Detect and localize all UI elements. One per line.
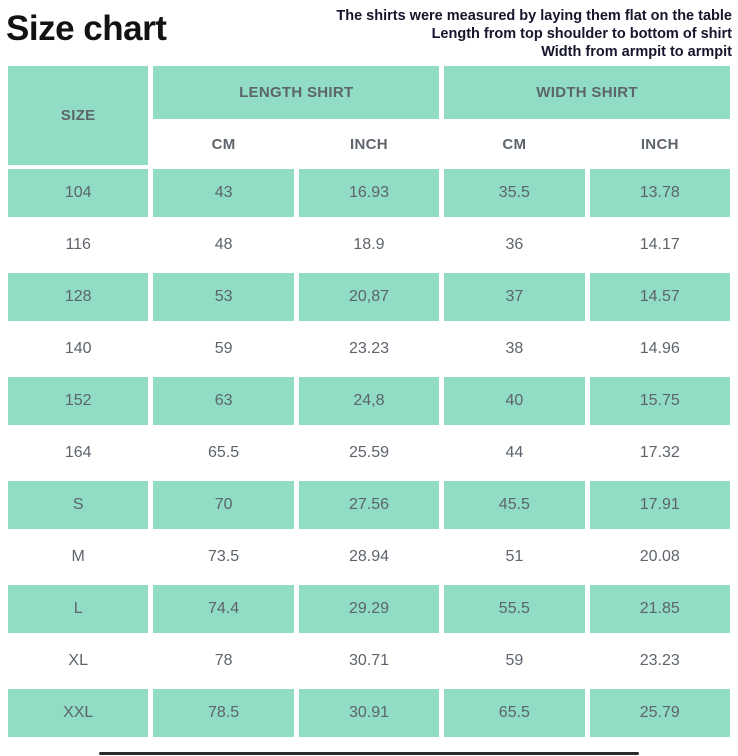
cell-length-inch: 16.93 — [298, 169, 440, 217]
table-row: M 73.5 28.94 51 20.08 — [8, 533, 730, 581]
cell-width-cm: 45.5 — [444, 481, 585, 529]
cell-size: XXL — [8, 689, 149, 737]
unit-header-width-inch: INCH — [589, 123, 730, 165]
cell-size: S — [8, 481, 149, 529]
col-group-length-shirt: LENGTH SHIRT — [153, 66, 440, 119]
cell-size: 116 — [8, 221, 149, 269]
cell-width-inch: 20.08 — [589, 533, 730, 581]
measurement-note-line-3: Width from armpit to armpit — [541, 44, 732, 60]
cell-width-cm: 38 — [444, 325, 585, 373]
cell-width-cm: 65.5 — [444, 689, 585, 737]
measurement-note-line-1: The shirts were measured by laying them … — [336, 8, 732, 24]
table-row: 116 48 18.9 36 14.17 — [8, 221, 730, 269]
cell-size: L — [8, 585, 149, 633]
cell-width-inch: 14.96 — [589, 325, 730, 373]
unit-header-length-cm: CM — [153, 123, 294, 165]
cell-length-cm: 59 — [153, 325, 294, 373]
cell-width-inch: 17.91 — [589, 481, 730, 529]
table-row: 140 59 23.23 38 14.96 — [8, 325, 730, 373]
cell-length-cm: 78.5 — [153, 689, 294, 737]
cell-length-cm: 73.5 — [153, 533, 294, 581]
page-header: Size chart The shirts were measured by l… — [0, 0, 738, 62]
bottom-divider — [99, 752, 639, 755]
col-header-size: SIZE — [8, 66, 149, 165]
cell-width-cm: 55.5 — [444, 585, 585, 633]
cell-size: 128 — [8, 273, 149, 321]
table-row: XL 78 30.71 59 23.23 — [8, 637, 730, 685]
cell-length-cm: 70 — [153, 481, 294, 529]
cell-length-inch: 30.71 — [298, 637, 440, 685]
cell-width-cm: 44 — [444, 429, 585, 477]
table-row: 104 43 16.93 35.5 13.78 — [8, 169, 730, 217]
size-table-head: SIZE LENGTH SHIRT WIDTH SHIRT CM INCH CM… — [8, 66, 730, 165]
cell-length-inch: 23.23 — [298, 325, 440, 373]
cell-width-cm: 37 — [444, 273, 585, 321]
table-row: 128 53 20,87 37 14.57 — [8, 273, 730, 321]
cell-length-cm: 65.5 — [153, 429, 294, 477]
table-row: L 74.4 29.29 55.5 21.85 — [8, 585, 730, 633]
cell-size: 164 — [8, 429, 149, 477]
cell-length-inch: 18.9 — [298, 221, 440, 269]
cell-width-inch: 21.85 — [589, 585, 730, 633]
measurement-notes: The shirts were measured by laying them … — [336, 4, 732, 61]
col-group-width-shirt: WIDTH SHIRT — [444, 66, 730, 119]
cell-width-cm: 59 — [444, 637, 585, 685]
size-table: SIZE LENGTH SHIRT WIDTH SHIRT CM INCH CM… — [3, 62, 735, 741]
cell-length-cm: 48 — [153, 221, 294, 269]
unit-header-width-cm: CM — [444, 123, 585, 165]
cell-length-inch: 28.94 — [298, 533, 440, 581]
cell-length-cm: 63 — [153, 377, 294, 425]
size-table-body: 104 43 16.93 35.5 13.78 116 48 18.9 36 1… — [8, 169, 730, 737]
cell-length-inch: 30.91 — [298, 689, 440, 737]
cell-width-cm: 35.5 — [444, 169, 585, 217]
unit-header-row: CM INCH CM INCH — [8, 123, 730, 165]
page-title: Size chart — [6, 9, 167, 48]
table-row: 164 65.5 25.59 44 17.32 — [8, 429, 730, 477]
cell-size: 152 — [8, 377, 149, 425]
cell-length-cm: 78 — [153, 637, 294, 685]
measurement-note-line-2: Length from top shoulder to bottom of sh… — [431, 26, 732, 42]
cell-width-inch: 25.79 — [589, 689, 730, 737]
cell-length-inch: 25.59 — [298, 429, 440, 477]
cell-length-inch: 20,87 — [298, 273, 440, 321]
cell-width-inch: 14.57 — [589, 273, 730, 321]
cell-length-inch: 27.56 — [298, 481, 440, 529]
cell-size: XL — [8, 637, 149, 685]
table-row: 152 63 24,8 40 15.75 — [8, 377, 730, 425]
cell-length-cm: 43 — [153, 169, 294, 217]
cell-size: 140 — [8, 325, 149, 373]
group-header-row: SIZE LENGTH SHIRT WIDTH SHIRT — [8, 66, 730, 165]
cell-size: 104 — [8, 169, 149, 217]
cell-width-inch: 23.23 — [589, 637, 730, 685]
cell-width-cm: 36 — [444, 221, 585, 269]
cell-length-inch: 24,8 — [298, 377, 440, 425]
cell-length-cm: 74.4 — [153, 585, 294, 633]
cell-width-cm: 51 — [444, 533, 585, 581]
table-row: S 70 27.56 45.5 17.91 — [8, 481, 730, 529]
cell-width-inch: 14.17 — [589, 221, 730, 269]
cell-width-inch: 17.32 — [589, 429, 730, 477]
cell-length-cm: 53 — [153, 273, 294, 321]
table-row: XXL 78.5 30.91 65.5 25.79 — [8, 689, 730, 737]
cell-width-inch: 15.75 — [589, 377, 730, 425]
cell-width-inch: 13.78 — [589, 169, 730, 217]
unit-header-length-inch: INCH — [298, 123, 440, 165]
cell-length-inch: 29.29 — [298, 585, 440, 633]
cell-size: M — [8, 533, 149, 581]
cell-width-cm: 40 — [444, 377, 585, 425]
